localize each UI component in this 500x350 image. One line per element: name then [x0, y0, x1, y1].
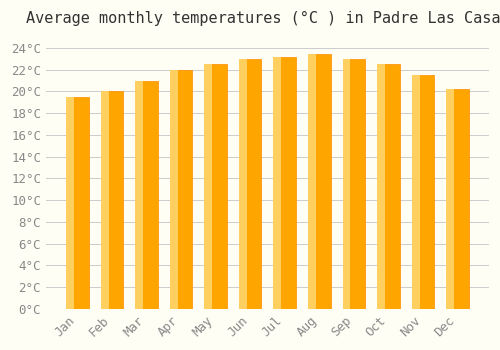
Bar — [446, 89, 469, 309]
Bar — [239, 59, 262, 309]
Bar — [274, 57, 296, 309]
Bar — [308, 54, 316, 309]
Bar — [100, 91, 108, 309]
Bar — [170, 70, 177, 309]
Bar — [412, 75, 434, 309]
Bar — [412, 75, 420, 309]
Bar — [100, 91, 123, 309]
Bar — [342, 59, 350, 309]
Bar — [342, 59, 365, 309]
Bar — [170, 70, 192, 309]
Bar — [135, 80, 158, 309]
Bar — [239, 59, 247, 309]
Bar — [204, 64, 212, 309]
Bar — [377, 64, 400, 309]
Bar — [66, 97, 88, 309]
Bar — [204, 64, 227, 309]
Bar — [274, 57, 281, 309]
Bar — [377, 64, 385, 309]
Bar — [135, 80, 143, 309]
Bar — [66, 97, 74, 309]
Bar — [308, 54, 330, 309]
Bar — [446, 89, 454, 309]
Title: Average monthly temperatures (°C ) in Padre Las Casas: Average monthly temperatures (°C ) in Pa… — [26, 11, 500, 26]
